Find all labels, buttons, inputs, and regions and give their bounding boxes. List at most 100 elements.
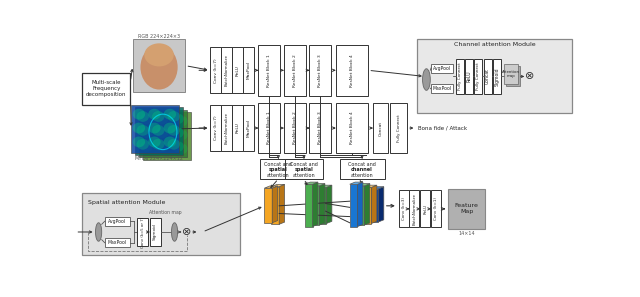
Polygon shape [319, 185, 332, 187]
Bar [105, 217, 129, 226]
Ellipse shape [156, 113, 168, 124]
Ellipse shape [175, 143, 188, 154]
Text: attention: attention [267, 173, 290, 178]
Bar [506, 67, 520, 86]
Bar [139, 110, 187, 157]
Ellipse shape [160, 143, 172, 154]
Bar [83, 72, 131, 105]
Bar [264, 188, 272, 223]
Text: spatial: spatial [294, 167, 314, 172]
Text: ResNet Block 4: ResNet Block 4 [350, 54, 354, 87]
Bar [232, 47, 243, 93]
Bar [271, 187, 279, 224]
Ellipse shape [136, 111, 149, 122]
Ellipse shape [156, 141, 168, 152]
Bar [356, 186, 364, 225]
Bar [284, 103, 305, 154]
Ellipse shape [140, 127, 153, 138]
Text: MaxPool: MaxPool [246, 119, 250, 137]
Ellipse shape [148, 109, 161, 120]
Text: Conv (k=3): Conv (k=3) [401, 198, 406, 220]
Polygon shape [371, 187, 384, 189]
Bar [420, 190, 430, 228]
Bar [431, 64, 452, 72]
Ellipse shape [422, 69, 430, 90]
Text: 14×14: 14×14 [458, 231, 475, 236]
Ellipse shape [168, 125, 180, 136]
Bar [431, 190, 441, 228]
Bar [340, 159, 385, 179]
Ellipse shape [145, 116, 157, 127]
Ellipse shape [172, 113, 184, 124]
Ellipse shape [140, 113, 153, 124]
Ellipse shape [172, 141, 184, 152]
Text: MaxPool: MaxPool [246, 61, 250, 79]
Bar [305, 184, 312, 227]
Text: Feature
Map: Feature Map [455, 203, 479, 214]
Text: Attention map: Attention map [149, 210, 182, 215]
Ellipse shape [160, 116, 172, 127]
Bar [373, 103, 388, 154]
Bar [312, 186, 319, 225]
Text: Concat: Concat [485, 69, 490, 84]
Ellipse shape [136, 139, 149, 150]
Bar [309, 45, 331, 96]
Text: ResNet Block 1: ResNet Block 1 [267, 54, 271, 87]
Ellipse shape [164, 109, 176, 120]
Text: Sigmoid: Sigmoid [495, 67, 499, 86]
Bar [138, 218, 148, 246]
Ellipse shape [175, 116, 188, 127]
Text: ReLU: ReLU [467, 71, 472, 82]
Bar [210, 105, 221, 151]
Text: Conv (k=7): Conv (k=7) [214, 116, 218, 140]
Text: ReLU: ReLU [423, 204, 428, 214]
Bar [474, 59, 482, 94]
Polygon shape [371, 185, 377, 224]
Bar [260, 159, 297, 179]
Text: ResNet Block 3: ResNet Block 3 [318, 54, 323, 87]
Polygon shape [279, 184, 285, 224]
Polygon shape [319, 184, 325, 225]
Ellipse shape [148, 123, 161, 133]
Ellipse shape [95, 223, 102, 241]
Text: ReLU: ReLU [236, 65, 239, 76]
Ellipse shape [145, 43, 174, 67]
Text: RGB 224×224×3: RGB 224×224×3 [138, 34, 180, 39]
Ellipse shape [145, 143, 157, 154]
Text: attention: attention [351, 173, 373, 178]
Polygon shape [326, 185, 332, 224]
Bar [336, 45, 368, 96]
Bar [390, 103, 407, 154]
Polygon shape [358, 182, 363, 227]
Text: Sigmoid: Sigmoid [153, 224, 157, 240]
Ellipse shape [132, 137, 145, 147]
Ellipse shape [172, 223, 178, 241]
Text: Concat and: Concat and [264, 162, 292, 167]
Text: Fully Connect: Fully Connect [397, 114, 401, 142]
Text: BatchNormalize: BatchNormalize [225, 112, 228, 144]
Text: Conv (k=7): Conv (k=7) [214, 58, 218, 83]
Text: MaxPool: MaxPool [433, 86, 451, 91]
Bar [371, 189, 378, 222]
Ellipse shape [140, 45, 178, 89]
Ellipse shape [132, 109, 145, 120]
Text: ResNet Block 2: ResNet Block 2 [292, 112, 297, 144]
Bar [456, 59, 463, 94]
Ellipse shape [148, 137, 161, 147]
Ellipse shape [168, 111, 180, 122]
Bar [232, 105, 243, 151]
Bar [431, 84, 452, 93]
Bar [131, 105, 179, 153]
Bar [364, 187, 371, 224]
Bar [81, 193, 241, 255]
Text: Concat: Concat [379, 121, 383, 136]
Text: BatchNormalize: BatchNormalize [412, 193, 417, 225]
Polygon shape [272, 186, 278, 223]
Bar [259, 45, 280, 96]
Polygon shape [312, 182, 318, 227]
Bar [221, 47, 232, 93]
Polygon shape [356, 184, 370, 186]
Ellipse shape [152, 111, 164, 122]
Bar [465, 59, 473, 94]
Bar [448, 189, 485, 229]
